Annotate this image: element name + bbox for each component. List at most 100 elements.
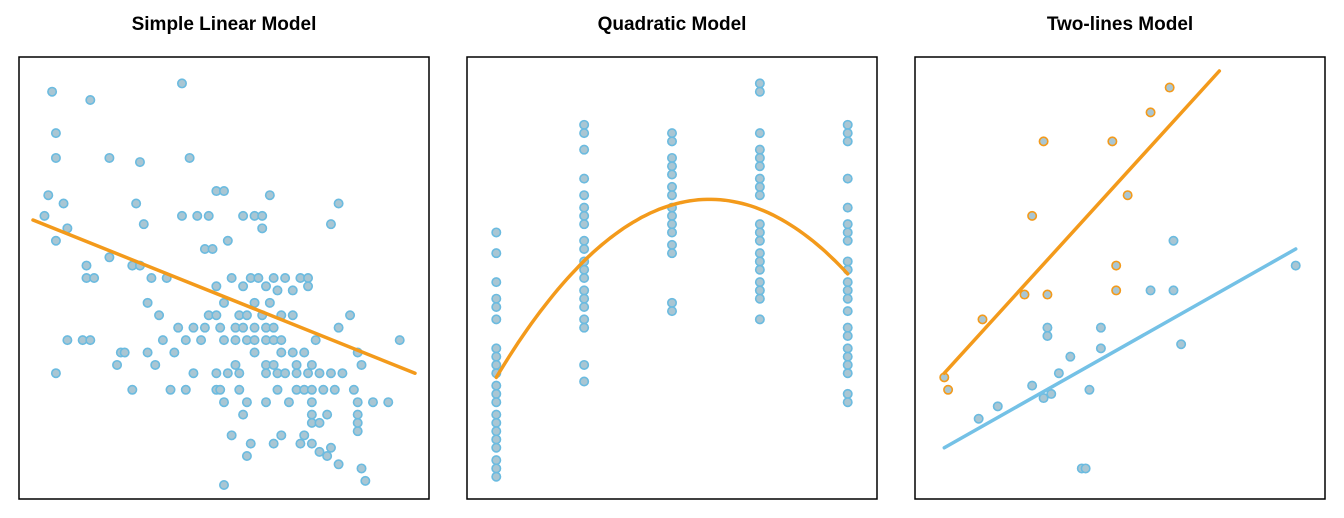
two-lines-plot [914, 56, 1326, 500]
data-point [50, 152, 61, 163]
data-point [241, 310, 252, 321]
data-point [261, 368, 272, 379]
data-point [667, 190, 678, 201]
data-point [230, 335, 241, 346]
blue-data-point [992, 401, 1003, 412]
data-point [314, 446, 325, 457]
data-point [667, 248, 678, 259]
data-point [333, 459, 344, 470]
data-point [268, 438, 279, 449]
data-point [842, 293, 853, 304]
data-point [491, 277, 502, 288]
data-point [303, 281, 314, 292]
data-point [579, 322, 590, 333]
data-point [43, 190, 54, 201]
data-point [579, 190, 590, 201]
data-point [842, 397, 853, 408]
data-point [491, 434, 502, 445]
data-point [579, 264, 590, 275]
data-point [257, 210, 268, 221]
data-point [579, 376, 590, 387]
data-point [754, 161, 765, 172]
data-point [754, 285, 765, 296]
orange-data-point [1019, 289, 1030, 300]
data-point [491, 442, 502, 453]
simple-linear-plot [18, 56, 430, 500]
data-point [579, 235, 590, 246]
data-point [264, 190, 275, 201]
data-point [238, 322, 249, 333]
data-point [579, 244, 590, 255]
data-point [234, 384, 245, 395]
data-point [150, 359, 161, 370]
data-point [842, 359, 853, 370]
data-point [226, 273, 237, 284]
data-point [169, 347, 180, 358]
data-point [754, 264, 765, 275]
data-point [215, 384, 226, 395]
data-point [754, 86, 765, 97]
data-point [89, 273, 100, 284]
data-point [842, 351, 853, 362]
data-point [261, 397, 272, 408]
data-point [842, 227, 853, 238]
data-point [394, 335, 405, 346]
data-point [367, 397, 378, 408]
data-point [192, 210, 203, 221]
data-point [491, 471, 502, 482]
data-point [754, 181, 765, 192]
blue-data-point [1095, 322, 1106, 333]
data-point [491, 463, 502, 474]
data-point [291, 368, 302, 379]
data-point [579, 301, 590, 312]
orange-data-point [1122, 190, 1133, 201]
data-point [322, 451, 333, 462]
data-point [299, 430, 310, 441]
data-point [667, 239, 678, 250]
data-point [325, 219, 336, 230]
data-point [352, 426, 363, 437]
data-point [754, 219, 765, 230]
data-point [667, 152, 678, 163]
data-point [491, 314, 502, 325]
data-point [754, 128, 765, 139]
data-point [579, 359, 590, 370]
data-point [119, 347, 130, 358]
chart-title-quadratic: Quadratic Model [597, 14, 747, 35]
data-point [754, 314, 765, 325]
data-point [112, 359, 123, 370]
data-point [264, 297, 275, 308]
data-point [754, 235, 765, 246]
data-point [314, 368, 325, 379]
data-point [491, 359, 502, 370]
data-point [253, 273, 264, 284]
data-point [104, 252, 115, 263]
data-point [295, 438, 306, 449]
data-point [215, 322, 226, 333]
data-point [754, 190, 765, 201]
orange-data-point [1164, 82, 1175, 93]
orange-data-point [1111, 285, 1122, 296]
blue-data-point [1065, 351, 1076, 362]
data-point [138, 219, 149, 230]
data-point [842, 256, 853, 267]
data-point [165, 384, 176, 395]
data-point [667, 210, 678, 221]
data-point [47, 86, 58, 97]
data-point [842, 285, 853, 296]
data-point [291, 359, 302, 370]
data-point [245, 438, 256, 449]
data-point [842, 128, 853, 139]
data-point [207, 244, 218, 255]
data-point [842, 330, 853, 341]
data-point [352, 397, 363, 408]
blue-data-point [1145, 285, 1156, 296]
data-point [287, 285, 298, 296]
data-point [268, 359, 279, 370]
data-point [491, 227, 502, 238]
data-point [287, 310, 298, 321]
data-point [211, 281, 222, 292]
data-point [222, 368, 233, 379]
data-point [85, 94, 96, 105]
data-point [842, 343, 853, 354]
